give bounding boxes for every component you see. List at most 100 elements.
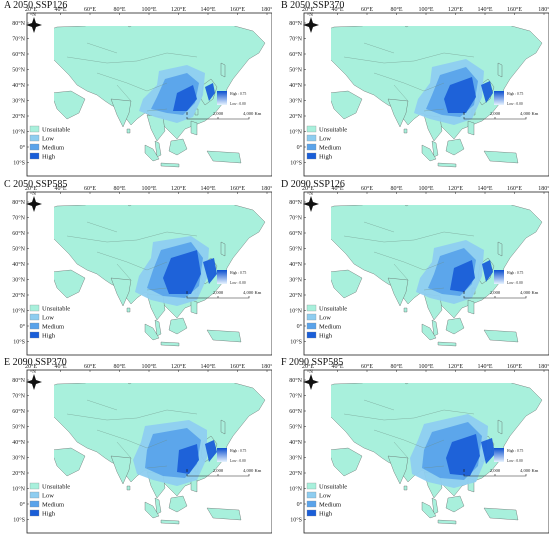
- longitude-label: 60°E: [84, 185, 96, 192]
- latitude-label: 10°N: [289, 129, 302, 136]
- north-arrow-icon: N: [303, 370, 319, 390]
- landmass-srilanka: [126, 307, 131, 313]
- landmass-borneo: [445, 495, 465, 513]
- legend-swatch: [306, 304, 317, 312]
- north-arrow-icon: N: [303, 192, 319, 212]
- longitude-label: 20°E: [25, 185, 37, 192]
- legend-label: Medium: [42, 502, 64, 509]
- latitude-label: 50°N: [12, 246, 25, 253]
- legend-label: Medium: [42, 145, 64, 152]
- north-arrow-icon: N: [26, 192, 42, 212]
- map-panel: 20°E 40°E 60°E 80°E 100°E 120°E 140°E 160°E 180°…: [277, 0, 549, 178]
- longitude-label: 100°E: [418, 363, 433, 370]
- landmass-sumatra: [421, 323, 437, 341]
- longitude-label: 120°E: [448, 185, 463, 192]
- longitude-label: 180°: [538, 6, 549, 13]
- legend-swatch: [306, 491, 317, 499]
- longitude-label: 160°E: [230, 185, 245, 192]
- latitude-label: 20°N: [12, 292, 25, 299]
- scale-bar-label: 0: [186, 468, 189, 473]
- north-arrow-icon: N: [26, 13, 42, 33]
- latitude-label: 70°N: [12, 393, 25, 400]
- latitude-label: 70°N: [289, 215, 302, 222]
- longitude-label: 40°E: [331, 363, 343, 370]
- latitude-label: 50°N: [12, 67, 25, 74]
- landmass-srilanka: [126, 485, 131, 491]
- legend-label: High: [42, 154, 56, 161]
- latitude-label: 10°S: [13, 160, 25, 167]
- landmass-india: [110, 455, 132, 485]
- latitude-label: 0°: [297, 501, 303, 508]
- north-arrow-label: N: [32, 13, 36, 18]
- legend-label: High: [319, 154, 333, 161]
- legend-swatch: [306, 322, 317, 330]
- landmass-novaya: [405, 26, 409, 28]
- legend-label: High: [319, 333, 333, 340]
- scale-bar: [186, 296, 250, 299]
- legend-swatch: [29, 482, 40, 490]
- country-borders: [66, 42, 198, 112]
- latitude-label: 40°N: [289, 439, 302, 446]
- map-area: [331, 205, 543, 347]
- latitude-label: 20°N: [289, 292, 302, 299]
- country-borders: [66, 221, 198, 291]
- landmass-newguinea: [483, 507, 519, 521]
- legend-label: Low: [42, 136, 54, 143]
- legend-swatch: [29, 491, 40, 499]
- value-ramp-high-label: High : 0.75: [507, 449, 523, 453]
- latitude-label: 10°S: [13, 339, 25, 346]
- landmass-india: [387, 98, 409, 128]
- scale-bar: [463, 474, 527, 477]
- landmass-arabia: [331, 269, 363, 299]
- legend-swatch: [29, 125, 40, 133]
- landmass-borneo: [168, 317, 188, 335]
- value-ramp: [217, 270, 227, 284]
- longitude-label: 180°: [261, 185, 272, 192]
- scale-bar-label: 4,000 Km: [243, 468, 262, 474]
- scale-bar-label: 0: [463, 111, 466, 116]
- legend-swatch: [29, 304, 40, 312]
- landmass-philippines: [467, 120, 475, 136]
- landmass-borneo: [168, 495, 188, 513]
- latitude-label: 50°N: [289, 424, 302, 431]
- landmass-india: [110, 98, 132, 128]
- north-arrow-label: N: [309, 370, 313, 375]
- longitude-label: 80°E: [113, 6, 125, 13]
- legend-swatch: [29, 313, 40, 321]
- legend-swatch: [29, 143, 40, 151]
- latitude-label: 30°N: [12, 277, 25, 284]
- longitude-label: 140°E: [477, 185, 492, 192]
- latitude-label: 50°N: [289, 67, 302, 74]
- longitude-label: 40°E: [331, 6, 343, 13]
- value-ramp-high-label: High : 0.75: [507, 271, 523, 275]
- landmass-novaya: [128, 26, 132, 28]
- longitude-label: 120°E: [448, 6, 463, 13]
- latitude-label: 60°N: [12, 51, 25, 58]
- longitude-label: 160°E: [507, 185, 522, 192]
- scale-bar-label: 4,000 Km: [520, 111, 539, 117]
- legend-swatch: [29, 134, 40, 142]
- latitude-label: 80°N: [289, 20, 302, 27]
- panel-title: D 2090 SSP126: [281, 179, 345, 190]
- suitability-zone-high: [444, 77, 493, 113]
- landmass-arabia: [54, 269, 86, 299]
- suitability-zone-high: [173, 83, 215, 111]
- landmass-malay: [431, 497, 439, 515]
- longitude-label: 60°E: [361, 6, 373, 13]
- legend-swatch: [29, 331, 40, 339]
- scale-bar-label: 4,000 Km: [243, 111, 262, 117]
- panel-title: A 2050 SSP126: [4, 0, 68, 11]
- landmass-india: [387, 277, 409, 307]
- landmass-sakhalin: [497, 241, 503, 257]
- latitude-label: 10°N: [12, 308, 25, 315]
- legend-swatch: [306, 143, 317, 151]
- landmass-newguinea: [483, 329, 519, 343]
- scale-bar-label: 0: [186, 290, 189, 295]
- landmass-novaya: [128, 205, 132, 207]
- legend-swatch: [306, 331, 317, 339]
- scale-bar-label: 4,000 Km: [520, 468, 539, 474]
- scale-bar-label: 2,000: [490, 290, 501, 296]
- north-arrow-label: N: [309, 192, 313, 197]
- map-svg: 20°E 40°E 60°E 80°E 100°E 120°E 140°E 160°E 180°…: [289, 6, 549, 177]
- landmass-srilanka: [403, 128, 408, 134]
